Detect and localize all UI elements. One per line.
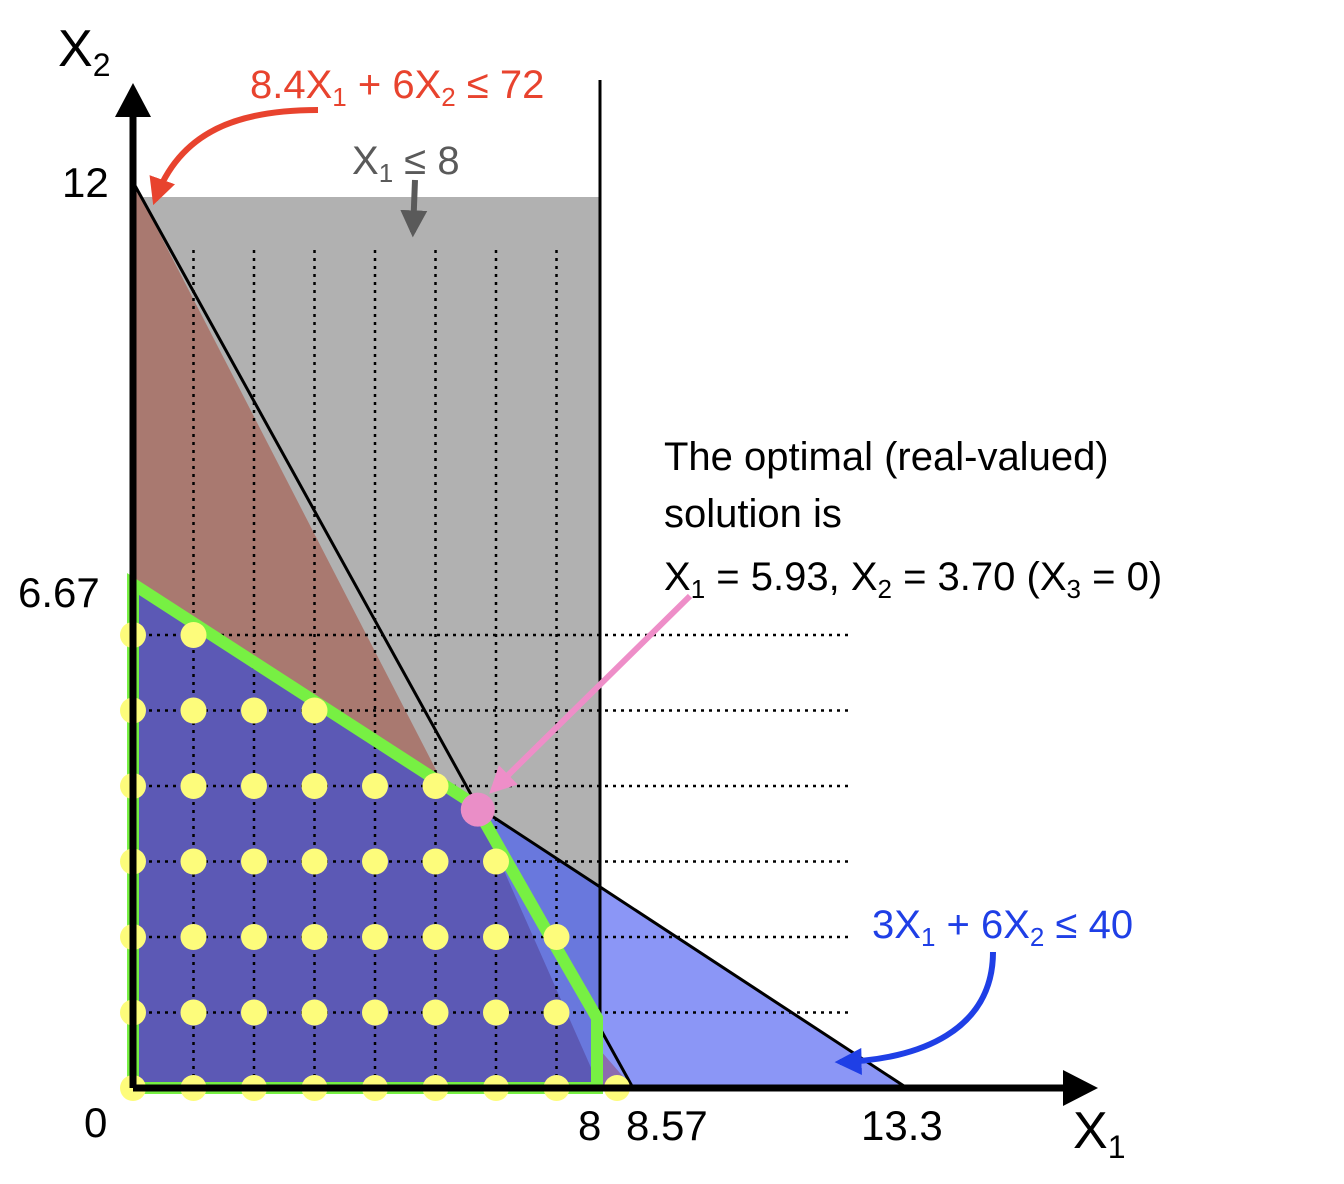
lattice-point [422,924,449,950]
y-tick-12: 12 [62,159,109,206]
optimal-arrow [489,593,693,794]
lattice-point [543,999,570,1026]
blue-constraint-arrow [834,951,996,1075]
y-axis-arrowhead [115,83,151,117]
optimal-note-line2: solution is [664,492,842,536]
lattice-point [362,924,388,950]
lattice-point [301,773,328,799]
lattice-point [241,697,267,724]
x-tick-8: 8 [578,1102,601,1149]
lattice-point [241,924,267,950]
gray-constraint-label: X1 ≤ 8 [352,139,460,188]
x-tick-8-57: 8.57 [626,1102,708,1149]
lattice-point [180,773,207,799]
lattice-point [180,924,207,950]
lattice-point [180,622,207,648]
lattice-point [301,999,328,1026]
red-constraint-label: 8.4X1 + 6X2 ≤ 72 [250,63,544,112]
lattice-point [301,848,328,875]
optimum-point [460,792,495,827]
blue-constraint-label: 3X1 + 6X2 ≤ 40 [872,903,1133,952]
lattice-point [301,697,328,724]
gray-constraint-arrow [400,179,428,238]
lattice-point [180,697,207,724]
lattice-point [180,999,207,1026]
x-tick-0: 0 [84,1099,107,1146]
lattice-point [301,924,328,950]
x-axis-arrowhead [1063,1070,1098,1106]
x-tick-13-3: 13.3 [861,1102,943,1149]
lattice-point [422,848,449,875]
lattice-point [362,773,388,799]
lattice-point [241,773,267,799]
lattice-point [241,848,267,875]
lattice-point [483,848,509,875]
x-axis-label: X1 [1073,1102,1125,1165]
lattice-point [180,848,207,875]
lattice-point [362,999,388,1026]
lattice-point [362,848,388,875]
lattice-point [483,999,509,1026]
y-axis-label: X2 [58,20,110,83]
lattice-point [422,773,449,799]
optimal-note-line3: X1 = 5.93, X2 = 3.70 (X3 = 0) [664,555,1162,604]
lattice-point [543,924,570,950]
optimal-note-line1: The optimal (real-valued) [664,435,1109,479]
lattice-point [241,999,267,1026]
lattice-point [422,999,449,1026]
y-tick-6-67: 6.67 [18,569,100,616]
lattice-point [483,924,509,950]
red-constraint-arrow [149,107,319,206]
